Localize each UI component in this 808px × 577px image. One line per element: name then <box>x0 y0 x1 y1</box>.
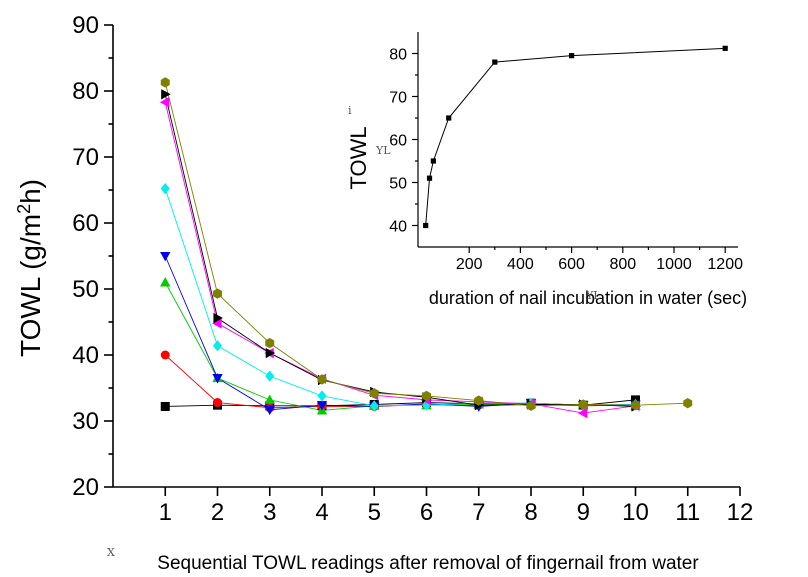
main-series-8-point <box>369 388 379 399</box>
inset-x-tick-labels: 200 400 600 800 1000 1200 <box>456 256 743 273</box>
main-series-4-line <box>164 255 636 411</box>
inset-x-tick-label: 600 <box>558 256 585 273</box>
main-y-tick-label: 20 <box>72 474 99 501</box>
main-y-axis-title-end: h) <box>15 179 46 204</box>
main-y-tick-label: 50 <box>72 276 99 303</box>
main-series-8-point <box>683 398 693 409</box>
main-x-tick-label: 8 <box>524 499 537 526</box>
main-x-tick-label: 9 <box>577 499 590 526</box>
main-y-tick-label: 70 <box>72 144 99 171</box>
main-series-4-point <box>316 401 328 411</box>
main-y-axis-title-superscript: 2 <box>14 204 34 214</box>
inset-x-tick-label: 1200 <box>707 256 743 273</box>
inset-y-tick-label: 50 <box>389 176 407 193</box>
main-series-2-point <box>213 398 222 408</box>
main-series-8-point <box>422 390 431 402</box>
main-series-8-point <box>160 77 170 88</box>
main-y-tick-label: 30 <box>72 408 99 435</box>
main-x-tick-labels: 1 2 3 4 5 6 7 8 9 10 11 12 <box>159 499 754 526</box>
inset-y-tick-label: 60 <box>389 133 407 150</box>
main-x-tick-label: 12 <box>727 499 754 526</box>
inset-x-tick-label: 200 <box>456 256 483 273</box>
main-series-5-point <box>160 183 170 195</box>
inset-y-axis-title: TOWL <box>346 126 371 189</box>
main-y-axis-title-text: TOWL (g/m <box>15 214 46 357</box>
main-series-6-point <box>577 407 588 419</box>
main-series-4-point <box>160 251 171 262</box>
main-series-8-point <box>631 399 640 411</box>
main-x-axis-stray-mark: X <box>107 546 115 559</box>
main-series-8-point <box>474 395 484 406</box>
main-series-5-point <box>213 340 222 352</box>
inset-series-1-point <box>446 115 452 121</box>
main-series-8-point <box>265 337 275 349</box>
main-series-5-point <box>369 400 379 412</box>
inset-series-1-point <box>430 158 436 164</box>
main-series-8-point <box>317 374 327 385</box>
main-series-2-line <box>164 354 636 409</box>
main-y-axis-title: TOWL (g/m2h) <box>14 179 46 357</box>
inset-y-axis-stray-mark: YL <box>375 144 391 157</box>
main-series-2-point <box>160 350 170 360</box>
main-y-tick-label: 40 <box>72 342 99 369</box>
main-series-8-point <box>578 399 588 410</box>
main-y-tick-label: 60 <box>72 210 99 237</box>
inset-axes <box>412 32 738 253</box>
inset-series-1-line <box>425 47 726 226</box>
main-series-6-line <box>164 102 636 414</box>
main-x-axis-title: Sequential TOWL readings after removal o… <box>157 553 699 574</box>
inset-series-1-point <box>569 53 575 59</box>
inset-series-group <box>423 45 728 229</box>
main-x-tick-label: 1 <box>159 499 172 526</box>
main-x-tick-label: 5 <box>368 499 381 526</box>
main-y-tick-label: 80 <box>72 78 99 105</box>
main-x-tick-label: 10 <box>622 499 649 526</box>
main-series-8-point <box>213 288 222 299</box>
main-x-tick-label: 6 <box>420 499 433 526</box>
main-series-5-point <box>317 390 327 402</box>
main-y-tick-labels: 20 30 40 50 60 70 80 90 <box>72 12 99 501</box>
main-series-8-point <box>526 400 536 411</box>
main-series-8-line <box>164 82 688 407</box>
main-series-3-point <box>160 277 171 287</box>
main-series-group <box>159 77 693 419</box>
inset-series-1-point <box>426 175 433 181</box>
inset-y-axis-stray-superscript: i <box>348 104 352 117</box>
main-series-7-point <box>265 347 276 359</box>
inset-y-tick-label: 80 <box>389 47 407 64</box>
main-series-7-point <box>213 312 223 324</box>
inset-series-1-point <box>722 45 728 51</box>
main-series-3-point <box>264 394 275 404</box>
main-axes <box>104 24 741 496</box>
inset-x-axis-stray-mark: YL <box>585 289 601 302</box>
inset-series-1-point <box>423 222 429 229</box>
inset-y-tick-label: 40 <box>389 219 407 236</box>
inset-series-1-point <box>492 59 498 65</box>
main-x-tick-label: 4 <box>315 499 328 526</box>
main-series-7-point <box>161 89 171 100</box>
main-series-5-point <box>265 370 275 382</box>
main-x-tick-label: 3 <box>263 499 276 526</box>
main-x-tick-label: 7 <box>472 499 485 526</box>
main-series-6-point <box>159 97 170 108</box>
main-y-tick-label: 90 <box>72 12 99 39</box>
main-series-4-point <box>264 405 275 416</box>
inset-x-tick-label: 1000 <box>656 256 692 273</box>
main-x-tick-label: 2 <box>211 499 224 526</box>
inset-y-tick-label: 70 <box>389 90 407 107</box>
main-series-6-point <box>212 318 222 329</box>
inset-x-tick-label: 800 <box>609 256 636 273</box>
inset-y-tick-labels: 40 50 60 70 80 <box>389 47 407 236</box>
inset-x-tick-label: 400 <box>507 256 534 273</box>
main-series-4-point <box>212 374 223 384</box>
main-x-tick-label: 11 <box>675 499 700 526</box>
inset-x-axis-title: duration of nail incubation in water (se… <box>429 288 747 308</box>
main-series-1-point <box>160 401 170 411</box>
